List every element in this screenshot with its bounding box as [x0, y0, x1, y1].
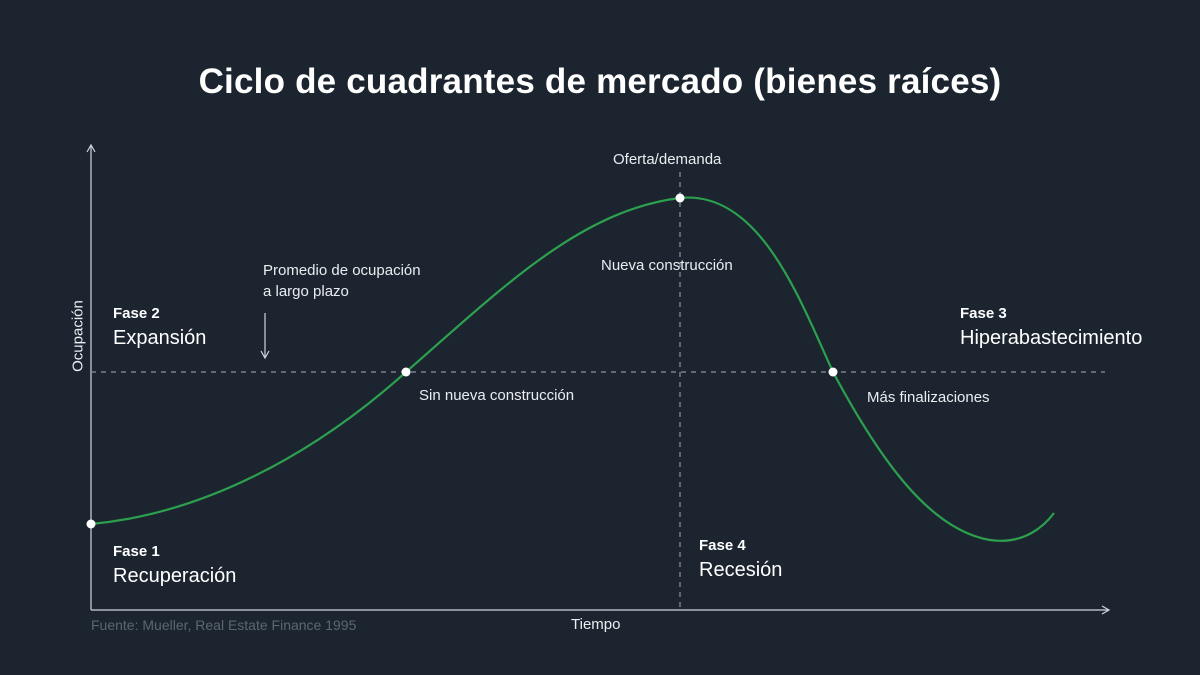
supply-demand-label: Oferta/demanda	[613, 151, 722, 168]
cross-down-marker	[828, 367, 838, 377]
new-construction-label: Nueva construcción	[601, 257, 733, 274]
x-axis-label: Tiempo	[571, 616, 621, 633]
average-label-line2: a largo plazo	[263, 283, 349, 300]
y-axis-label: Ocupación	[69, 300, 87, 372]
phase-4-number: Fase 4	[699, 537, 746, 554]
phase-1-name: Recuperación	[113, 565, 237, 587]
y-axis-arrow-icon	[86, 143, 96, 153]
phase-2-name: Expansión	[113, 327, 207, 349]
page-title: Ciclo de cuadrantes de mercado (bienes r…	[198, 62, 1002, 101]
market-cycle-curve	[90, 196, 1055, 542]
phase-3-name: Hiperabastecimiento	[960, 327, 1143, 349]
cross-up-marker	[401, 367, 411, 377]
start-point-marker	[86, 519, 96, 529]
phase-2-number: Fase 2	[113, 305, 160, 322]
down-arrow-icon	[260, 350, 270, 360]
phase-4-name: Recesión	[699, 559, 783, 581]
no-new-construction-label: Sin nueva construcción	[419, 387, 575, 404]
peak-marker	[675, 193, 685, 203]
more-completions-label: Más finalizaciones	[867, 389, 990, 406]
source-note: Fuente: Mueller, Real Estate Finance 199…	[91, 617, 357, 633]
phase-3-number: Fase 3	[960, 305, 1007, 322]
average-label-line1: Promedio de ocupación	[263, 262, 421, 279]
phase-1-number: Fase 1	[113, 543, 160, 560]
x-axis-arrow-icon	[1101, 605, 1111, 615]
